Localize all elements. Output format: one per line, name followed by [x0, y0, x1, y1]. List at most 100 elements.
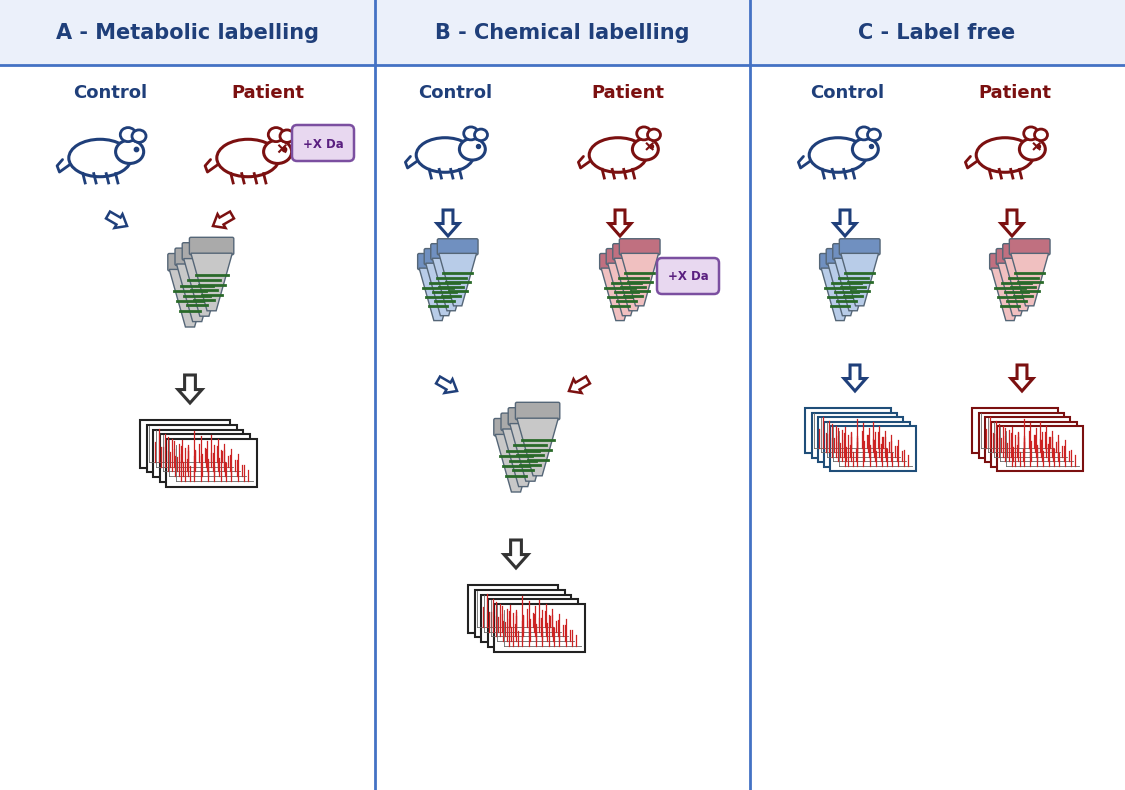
Ellipse shape — [648, 129, 660, 141]
Bar — [0, 0, 1125, 65]
Bar — [825, 422, 910, 467]
Polygon shape — [495, 435, 537, 492]
Ellipse shape — [1035, 129, 1047, 141]
Polygon shape — [436, 377, 457, 393]
FancyBboxPatch shape — [990, 254, 1030, 269]
FancyBboxPatch shape — [839, 239, 880, 255]
FancyBboxPatch shape — [508, 408, 552, 425]
FancyBboxPatch shape — [1009, 239, 1050, 255]
FancyBboxPatch shape — [182, 243, 226, 260]
Bar — [153, 430, 243, 477]
Text: Patient: Patient — [979, 84, 1052, 102]
Polygon shape — [1001, 210, 1023, 236]
Text: Patient: Patient — [232, 84, 305, 102]
Polygon shape — [828, 263, 865, 316]
FancyBboxPatch shape — [820, 254, 861, 269]
Polygon shape — [177, 264, 218, 322]
Bar — [160, 435, 250, 482]
Bar — [984, 417, 1070, 462]
Bar — [468, 585, 558, 633]
FancyBboxPatch shape — [438, 239, 478, 255]
FancyBboxPatch shape — [431, 243, 471, 260]
FancyBboxPatch shape — [1002, 243, 1044, 260]
Ellipse shape — [464, 127, 478, 140]
Polygon shape — [601, 268, 639, 321]
Polygon shape — [425, 263, 464, 316]
Ellipse shape — [632, 138, 658, 160]
Polygon shape — [503, 429, 543, 487]
Ellipse shape — [853, 138, 879, 160]
Ellipse shape — [1024, 127, 1038, 140]
Text: +X Da: +X Da — [303, 137, 343, 151]
Ellipse shape — [976, 137, 1034, 172]
Polygon shape — [569, 377, 590, 393]
Bar — [979, 412, 1064, 457]
Polygon shape — [844, 365, 866, 391]
Polygon shape — [834, 210, 856, 236]
Polygon shape — [191, 254, 232, 310]
Bar — [495, 604, 585, 652]
FancyBboxPatch shape — [424, 249, 465, 265]
Text: Control: Control — [73, 84, 147, 102]
Text: B - Chemical labelling: B - Chemical labelling — [434, 23, 690, 43]
Ellipse shape — [280, 130, 294, 142]
Text: A - Metabolic labelling: A - Metabolic labelling — [55, 23, 318, 43]
Polygon shape — [178, 375, 202, 403]
Bar — [482, 595, 572, 642]
FancyBboxPatch shape — [515, 402, 560, 419]
Polygon shape — [621, 254, 658, 306]
Polygon shape — [991, 268, 1029, 321]
Text: Control: Control — [418, 84, 492, 102]
Ellipse shape — [416, 137, 474, 172]
FancyBboxPatch shape — [620, 239, 660, 255]
Bar — [146, 425, 236, 472]
Polygon shape — [608, 263, 646, 316]
FancyBboxPatch shape — [613, 243, 654, 260]
Polygon shape — [835, 258, 872, 310]
Ellipse shape — [637, 127, 651, 140]
FancyBboxPatch shape — [501, 413, 546, 431]
FancyBboxPatch shape — [168, 254, 213, 271]
Ellipse shape — [132, 130, 146, 142]
Ellipse shape — [120, 127, 136, 141]
Polygon shape — [609, 210, 631, 236]
Text: C - Label free: C - Label free — [858, 23, 1016, 43]
FancyBboxPatch shape — [657, 258, 719, 294]
Bar — [475, 590, 565, 638]
Bar — [830, 426, 916, 471]
Polygon shape — [516, 418, 558, 476]
Polygon shape — [183, 258, 225, 316]
Polygon shape — [1011, 254, 1048, 306]
Polygon shape — [614, 258, 652, 310]
Ellipse shape — [217, 139, 279, 177]
FancyBboxPatch shape — [600, 254, 640, 269]
Polygon shape — [420, 268, 457, 321]
Polygon shape — [169, 269, 210, 327]
Bar — [140, 420, 231, 468]
Bar — [972, 408, 1058, 453]
FancyBboxPatch shape — [292, 125, 354, 161]
Bar — [488, 600, 578, 647]
Bar — [806, 408, 891, 453]
Bar — [991, 422, 1077, 467]
Bar — [166, 439, 256, 487]
Polygon shape — [106, 212, 127, 228]
FancyBboxPatch shape — [606, 249, 647, 265]
Polygon shape — [504, 540, 528, 568]
FancyBboxPatch shape — [826, 249, 867, 265]
FancyBboxPatch shape — [832, 243, 873, 260]
Ellipse shape — [857, 127, 871, 140]
Polygon shape — [1005, 258, 1042, 310]
FancyBboxPatch shape — [189, 237, 234, 254]
Ellipse shape — [268, 127, 284, 141]
Polygon shape — [998, 263, 1035, 316]
Bar — [811, 412, 897, 457]
FancyBboxPatch shape — [494, 419, 538, 436]
Ellipse shape — [69, 139, 132, 177]
FancyBboxPatch shape — [997, 249, 1037, 265]
Bar — [998, 426, 1083, 471]
Polygon shape — [1011, 365, 1033, 391]
Ellipse shape — [809, 137, 866, 172]
FancyBboxPatch shape — [417, 254, 458, 269]
Polygon shape — [213, 212, 234, 228]
